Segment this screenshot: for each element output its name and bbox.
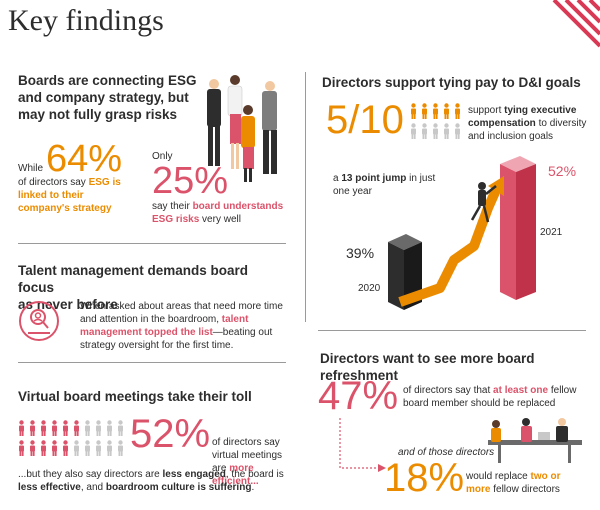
refresh-stat-47-text: of directors say that at least one fello…: [403, 385, 577, 409]
esg-stat-64: 64%: [46, 138, 123, 180]
pay-jump-text: a 13 point jump in just one year: [333, 173, 436, 197]
people-52-icon-grid: [19, 420, 123, 456]
refresh-heading: Directors want to see more board refresh…: [320, 351, 535, 383]
pay-growth-illustration: [388, 156, 536, 310]
refresh-stat-47: 47%: [318, 374, 399, 418]
person-search-icon: [19, 301, 59, 341]
virtual-text-2: ...but they also say directors are less …: [18, 469, 284, 493]
esg-heading: Boards are connecting ESG and company st…: [18, 73, 197, 122]
refresh-subtext: and of those directors: [398, 447, 495, 458]
pay-heading: Directors support tying pay to D&I goals: [322, 75, 581, 90]
pay-2021-value: 52%: [548, 163, 577, 179]
dotted-connector: [339, 418, 386, 472]
esg-stat-25-text: say their board understands ESG risks ve…: [152, 201, 284, 225]
virtual-stat-52: 52%: [130, 412, 211, 456]
esg-while: While: [18, 163, 44, 174]
refresh-stat-18: 18%: [384, 456, 465, 500]
pay-2020-label: 2020: [358, 283, 381, 294]
pay-2020-value: 39%: [346, 245, 375, 261]
divider-2: [18, 362, 286, 363]
divider-3: [318, 330, 586, 331]
talent-heading: Talent management demands board focus as…: [18, 263, 249, 312]
divider-1: [18, 243, 286, 244]
refresh-stat-18-text: would replace two or more fellow directo…: [466, 471, 561, 495]
esg-stat-25: 25%: [152, 160, 229, 202]
esg-only: Only: [152, 151, 173, 162]
meeting-table-icon: [488, 418, 582, 463]
virtual-stat-text: of directors say virtual meetings are mo…: [212, 437, 283, 487]
pay-stat-text: support tying executive compensation to …: [468, 105, 587, 142]
vertical-divider: [305, 72, 306, 322]
talent-text: When asked about areas that need more ti…: [80, 301, 283, 351]
business-people-icon: [207, 75, 277, 182]
pay-stat-5-10: 5/10: [326, 98, 404, 142]
corner-stripes-graphic: [552, 0, 600, 48]
virtual-heading: Virtual board meetings take their toll: [18, 389, 252, 404]
esg-stat-64-text: of directors say ESG is linked to their …: [18, 177, 121, 214]
pay-2021-label: 2021: [540, 227, 563, 238]
page-title: Key findings: [8, 4, 164, 37]
people-5-of-10-icon-grid: [411, 103, 460, 139]
